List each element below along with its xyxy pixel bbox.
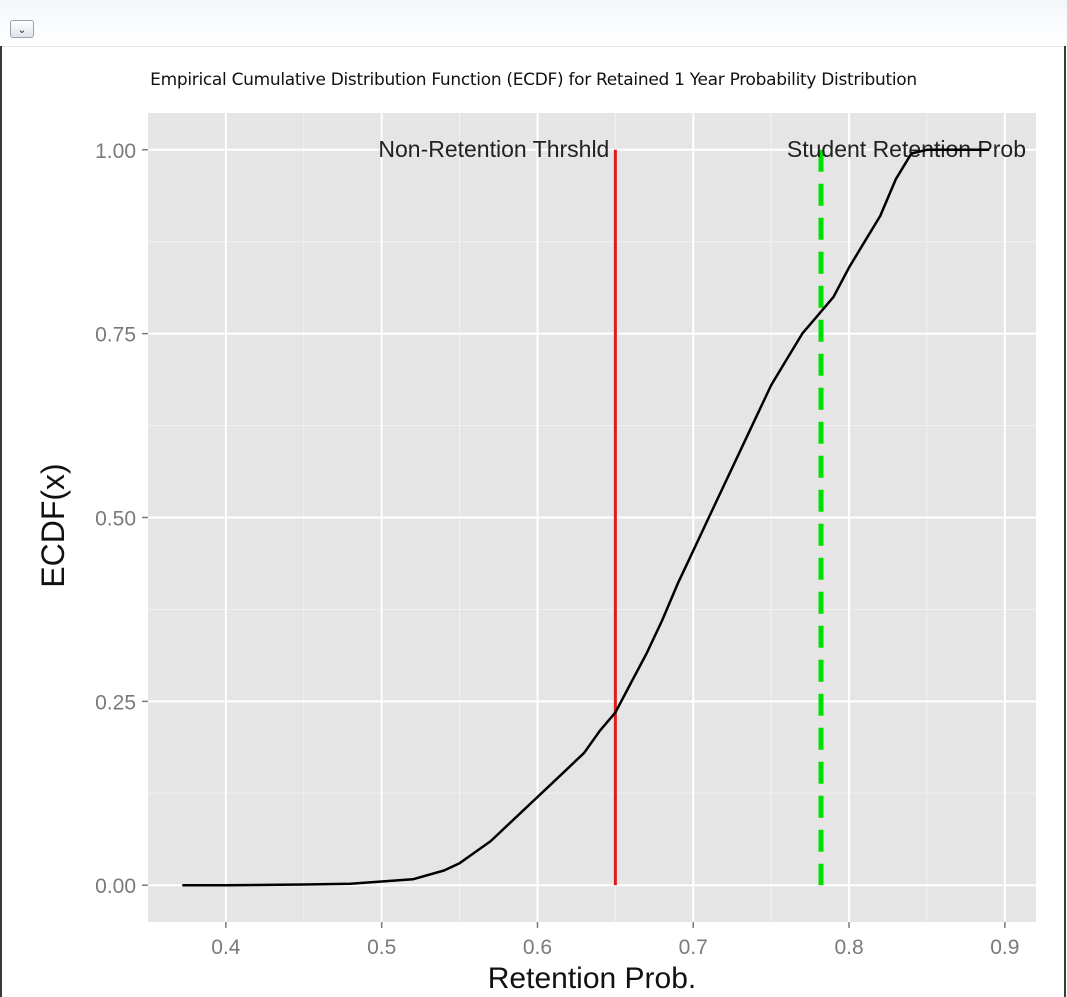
- collapse-button[interactable]: ⌄: [10, 20, 34, 38]
- x-tick-label: 0.9: [990, 936, 1019, 959]
- y-tick-label: 0.50: [95, 508, 136, 531]
- chart-title: Empirical Cumulative Distribution Functi…: [150, 70, 917, 90]
- x-tick-label: 0.6: [523, 936, 552, 959]
- frame-border-right: [1064, 46, 1066, 997]
- reference-line-label-0: Non-Retention Thrshld: [378, 136, 609, 162]
- x-tick-label: 0.8: [834, 936, 863, 959]
- frame-border-left: [0, 46, 2, 997]
- chevron-down-icon: ⌄: [17, 23, 27, 36]
- x-tick-label: 0.4: [211, 936, 241, 959]
- y-axis-title: ECDF(x): [35, 463, 71, 587]
- reference-line-label-1: Student Retention Prob: [787, 136, 1026, 162]
- x-tick-label: 0.5: [367, 936, 396, 959]
- ecdf-series-line: [182, 148, 990, 887]
- y-tick-label: 0.25: [95, 691, 136, 714]
- window-top-bar: ⌄: [0, 0, 1067, 47]
- x-axis-title: Retention Prob.: [488, 962, 696, 995]
- y-tick-label: 1.00: [95, 140, 136, 163]
- y-tick-label: 0.75: [95, 324, 136, 347]
- x-tick-label: 0.7: [679, 936, 708, 959]
- y-tick-label: 0.00: [95, 875, 136, 898]
